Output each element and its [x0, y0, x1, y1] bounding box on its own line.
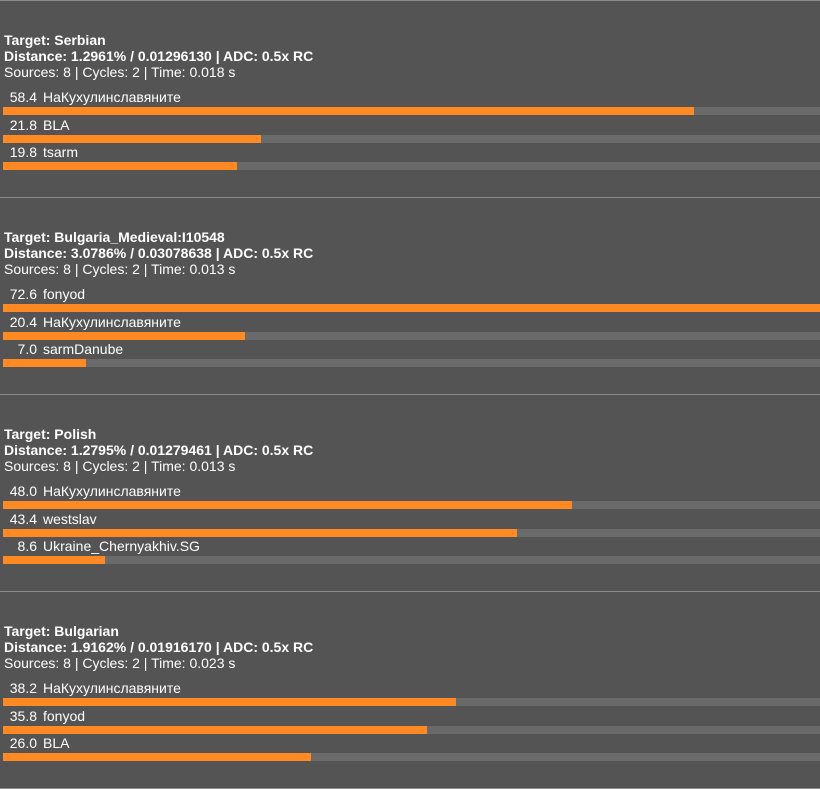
target-title: Target: Polish [4, 426, 97, 442]
distance-line: Distance: 1.2961% / 0.01296130 | ADC: 0.… [4, 48, 314, 64]
source-label: 43.4 westslav [3, 511, 97, 527]
source-row: 26.0 BLA [0, 735, 820, 763]
target-title: Target: Bulgarian [4, 623, 119, 639]
source-label: 21.8 BLA [3, 117, 70, 133]
bar-track [3, 698, 820, 706]
source-value: 38.2 [9, 680, 37, 696]
source-value: 8.6 [17, 538, 37, 554]
bar-track [3, 162, 820, 170]
source-label: 20.4 НаКухулинславяните [3, 314, 181, 330]
result-block: Target: Bulgarian Distance: 1.9162% / 0.0… [0, 592, 820, 789]
source-row: 21.8 BLA [0, 117, 820, 145]
result-header: Target: Bulgaria_Medieval:I10548 Distance… [4, 229, 313, 277]
source-name: fonyod [43, 286, 86, 302]
bar-track [3, 726, 820, 734]
source-name: BLA [43, 117, 70, 133]
bar-fill [3, 359, 86, 367]
block-divider [0, 197, 820, 198]
source-value: 43.4 [9, 511, 37, 527]
source-value: 58.4 [9, 89, 37, 105]
source-value: 35.8 [9, 708, 37, 724]
meta-line: Sources: 8 | Cycles: 2 | Time: 0.018 s [4, 64, 236, 80]
bar-fill [3, 556, 106, 564]
source-name: sarmDanube [43, 341, 124, 357]
source-label: 72.6 fonyod [3, 286, 85, 302]
source-name: westslav [43, 511, 97, 527]
source-value: 19.8 [9, 144, 37, 160]
source-name: НаКухулинславяните [43, 483, 181, 499]
meta-line: Sources: 8 | Cycles: 2 | Time: 0.013 s [4, 261, 236, 277]
source-row: 19.8 tsarm [0, 144, 820, 172]
source-value: 26.0 [9, 735, 37, 751]
source-label: 35.8 fonyod [3, 708, 85, 724]
distance-line: Distance: 1.2795% / 0.01279461 | ADC: 0.… [4, 442, 314, 458]
source-name: fonyod [43, 708, 86, 724]
source-value: 20.4 [9, 314, 37, 330]
source-label: 26.0 BLA [3, 735, 70, 751]
source-row: 20.4 НаКухулинславяните [0, 314, 820, 342]
bar-fill [3, 501, 572, 509]
source-row: 58.4 НаКухулинславяните [0, 89, 820, 117]
source-row: 43.4 westslav [0, 511, 820, 539]
bar-fill [3, 726, 428, 734]
bar-fill [3, 304, 820, 312]
source-label: 19.8 tsarm [3, 144, 78, 160]
distance-line: Distance: 3.0786% / 0.03078638 | ADC: 0.… [4, 245, 314, 261]
source-row: 35.8 fonyod [0, 708, 820, 736]
source-row: 8.6 Ukraine_Chernyakhiv.SG [0, 538, 820, 566]
bar-fill [3, 135, 262, 143]
source-row: 38.2 НаКухулинславяните [0, 680, 820, 708]
bar-fill [3, 107, 695, 115]
result-header: Target: Serbian Distance: 1.2961% / 0.012… [4, 32, 313, 80]
bar-track [3, 304, 820, 312]
source-label: 48.0 НаКухулинславяните [3, 483, 181, 499]
result-block: Target: Polish Distance: 1.2795% / 0.0127… [0, 395, 820, 592]
source-value: 48.0 [9, 483, 37, 499]
block-divider [0, 394, 820, 395]
result-header: Target: Polish Distance: 1.2795% / 0.0127… [4, 426, 313, 474]
bar-fill [3, 698, 456, 706]
source-label: 8.6 Ukraine_Chernyakhiv.SG [3, 538, 200, 554]
bar-track [3, 529, 820, 537]
meta-line: Sources: 8 | Cycles: 2 | Time: 0.023 s [4, 655, 236, 671]
block-divider [0, 591, 820, 592]
result-block: Target: Serbian Distance: 1.2961% / 0.012… [0, 1, 820, 198]
source-row: 48.0 НаКухулинславяните [0, 483, 820, 511]
bar-track [3, 107, 820, 115]
source-row: 7.0 sarmDanube [0, 341, 820, 369]
source-name: НаКухулинславяните [43, 680, 181, 696]
source-label: 7.0 sarmDanube [3, 341, 124, 357]
source-name: tsarm [43, 144, 78, 160]
source-name: BLA [43, 735, 70, 751]
bar-fill [3, 529, 517, 537]
source-label: 58.4 НаКухулинславяните [3, 89, 181, 105]
source-value: 72.6 [9, 286, 37, 302]
top-divider [0, 0, 820, 1]
bar-track [3, 359, 820, 367]
source-row: 72.6 fonyod [0, 286, 820, 314]
target-title: Target: Serbian [4, 32, 106, 48]
target-title: Target: Bulgaria_Medieval:I10548 [4, 229, 225, 245]
source-name: Ukraine_Chernyakhiv.SG [43, 538, 200, 554]
bar-fill [3, 162, 238, 170]
bar-fill [3, 753, 311, 761]
bar-track [3, 135, 820, 143]
meta-line: Sources: 8 | Cycles: 2 | Time: 0.013 s [4, 458, 236, 474]
result-header: Target: Bulgarian Distance: 1.9162% / 0.0… [4, 623, 313, 671]
source-value: 7.0 [17, 341, 37, 357]
source-label: 38.2 НаКухулинславяните [3, 680, 181, 696]
bar-track [3, 556, 820, 564]
bar-track [3, 332, 820, 340]
distance-line: Distance: 1.9162% / 0.01916170 | ADC: 0.… [4, 639, 314, 655]
source-name: НаКухулинславяните [43, 314, 181, 330]
result-block: Target: Bulgaria_Medieval:I10548 Distance… [0, 198, 820, 395]
source-value: 21.8 [9, 117, 37, 133]
bar-track [3, 753, 820, 761]
bar-track [3, 501, 820, 509]
source-name: НаКухулинславяните [43, 89, 181, 105]
bar-fill [3, 332, 245, 340]
